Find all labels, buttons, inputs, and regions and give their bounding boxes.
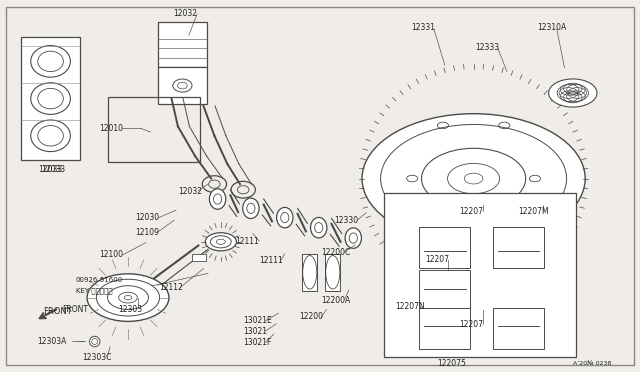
- Text: 12112: 12112: [159, 283, 182, 292]
- Bar: [108, 97, 200, 162]
- Text: 12207: 12207: [460, 207, 484, 216]
- Ellipse shape: [276, 208, 293, 228]
- Text: 13021: 13021: [243, 327, 268, 336]
- Text: 12033: 12033: [41, 165, 65, 174]
- Text: KEY キー（２）: KEY キー（２）: [76, 288, 112, 294]
- Bar: [325, 254, 340, 291]
- Text: A’20№ 0238: A’20№ 0238: [573, 361, 611, 366]
- Text: 12303C: 12303C: [82, 353, 111, 362]
- Ellipse shape: [90, 336, 100, 347]
- Text: 12310A: 12310A: [538, 23, 567, 32]
- Text: 12207N: 12207N: [396, 302, 425, 311]
- Text: 12030: 12030: [136, 213, 160, 222]
- Text: FRONT: FRONT: [44, 307, 72, 316]
- Bar: [158, 22, 207, 67]
- Text: 12032: 12032: [173, 9, 197, 17]
- Bar: [493, 227, 544, 268]
- Bar: [419, 227, 470, 268]
- Text: 12100: 12100: [99, 250, 123, 259]
- Text: 12330: 12330: [334, 216, 358, 225]
- Bar: [302, 254, 317, 291]
- Circle shape: [548, 79, 597, 107]
- Ellipse shape: [243, 198, 259, 218]
- Text: 12333: 12333: [475, 43, 499, 52]
- Text: 12303A: 12303A: [37, 337, 67, 346]
- Bar: [384, 193, 576, 357]
- Ellipse shape: [209, 189, 226, 209]
- Text: 12010: 12010: [99, 124, 123, 133]
- Bar: [419, 308, 470, 349]
- Circle shape: [205, 233, 236, 251]
- Circle shape: [465, 260, 479, 268]
- Text: 12331: 12331: [411, 23, 435, 32]
- Text: 12303: 12303: [118, 305, 143, 314]
- Bar: [192, 254, 206, 261]
- Ellipse shape: [310, 217, 327, 238]
- Bar: [21, 37, 80, 160]
- Text: 12200: 12200: [300, 312, 324, 321]
- Text: 12033: 12033: [38, 165, 63, 174]
- Text: 00926-51600: 00926-51600: [76, 277, 123, 283]
- Text: FRONT: FRONT: [63, 305, 89, 314]
- Text: 12200C: 12200C: [321, 248, 351, 257]
- Text: 12200A: 12200A: [321, 296, 351, 305]
- Text: 12032: 12032: [178, 187, 202, 196]
- Bar: [158, 67, 207, 104]
- Text: 12111: 12111: [259, 256, 283, 265]
- Text: 12207M: 12207M: [518, 207, 549, 216]
- Text: 12207: 12207: [460, 320, 484, 329]
- Text: 12111: 12111: [236, 237, 259, 246]
- Bar: [493, 308, 544, 349]
- Circle shape: [362, 114, 585, 243]
- Ellipse shape: [345, 228, 362, 248]
- Circle shape: [87, 274, 169, 321]
- Text: 122075: 122075: [436, 359, 466, 368]
- Text: 12109: 12109: [136, 228, 160, 237]
- Bar: [419, 270, 470, 311]
- Text: 13021F: 13021F: [243, 339, 271, 347]
- Text: 12207: 12207: [426, 255, 450, 264]
- Text: 13021E: 13021E: [243, 316, 272, 325]
